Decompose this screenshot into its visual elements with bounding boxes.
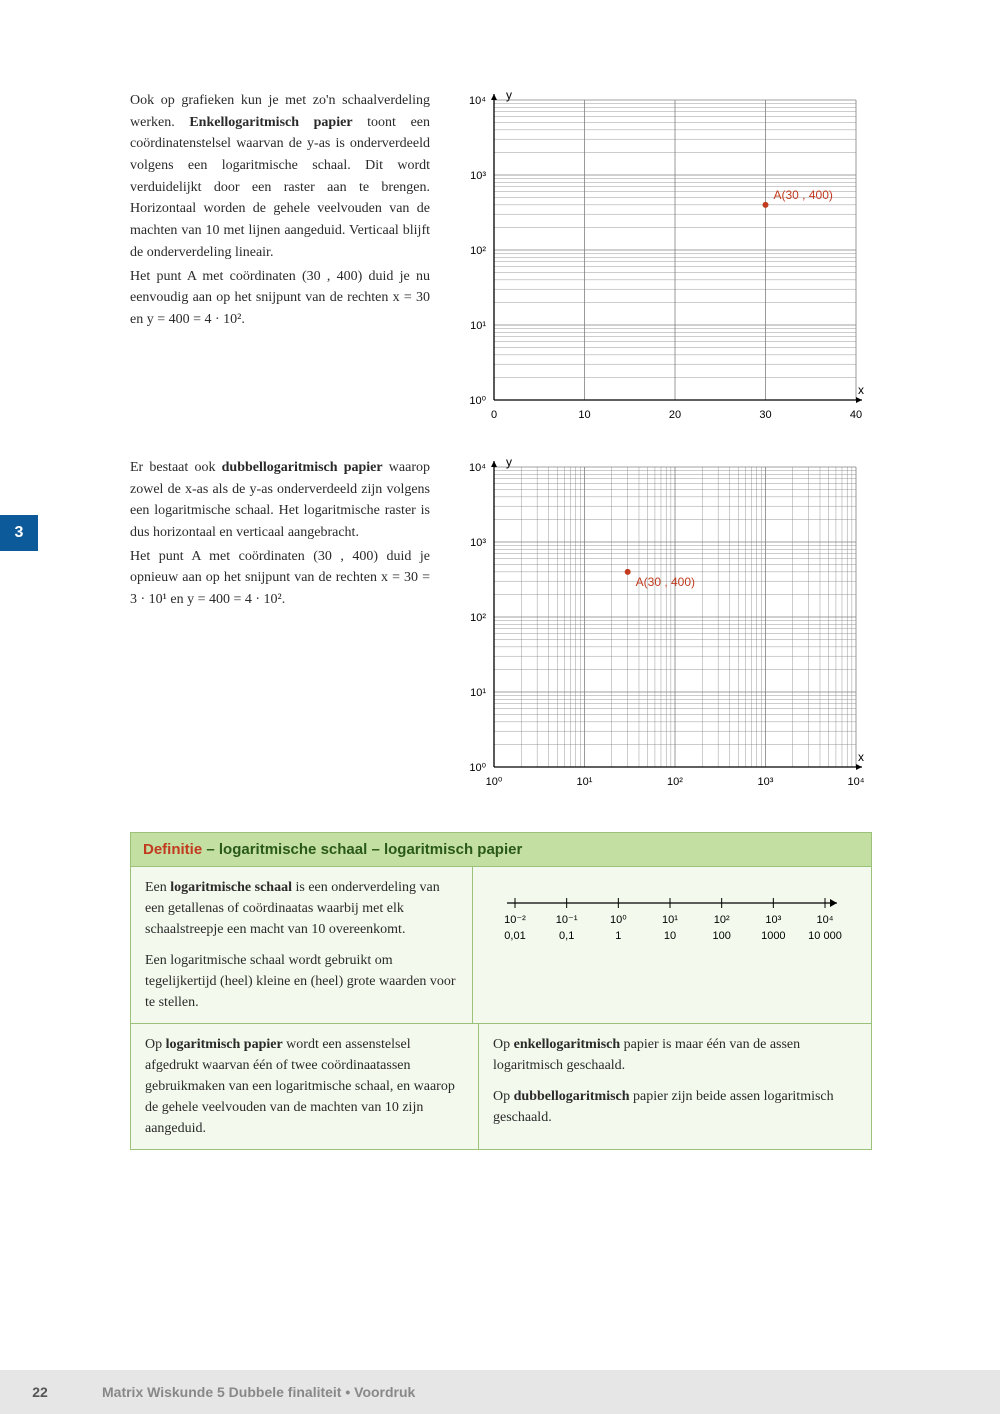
def-row-2: Op logaritmisch papier wordt een assenst… — [131, 1023, 871, 1149]
section-loglog: Er bestaat ook dubbellogaritmisch papier… — [130, 457, 960, 802]
page: 3 Ook op grafieken kun je met zo'n schaa… — [0, 0, 1000, 1414]
svg-text:y: y — [506, 90, 512, 102]
svg-text:10: 10 — [664, 930, 676, 942]
definition-body: Een logaritmische schaal is een onderver… — [131, 866, 871, 1149]
svg-text:20: 20 — [669, 409, 681, 421]
svg-text:10⁻¹: 10⁻¹ — [556, 914, 578, 926]
t1-mid: toont een coördinatenstelsel waarvan de … — [130, 115, 430, 260]
t1-p2: Het punt A met coördinaten (30 , 400) du… — [130, 266, 430, 331]
def-r2-left: Op logaritmisch papier wordt een assenst… — [131, 1024, 479, 1149]
page-footer: 22 Matrix Wiskunde 5 Dubbele finaliteit … — [0, 1370, 1000, 1414]
svg-text:0,01: 0,01 — [504, 930, 525, 942]
svg-text:40: 40 — [850, 409, 862, 421]
svg-text:0,1: 0,1 — [559, 930, 574, 942]
svg-text:1000: 1000 — [761, 930, 785, 942]
chapter-tab: 3 — [0, 515, 38, 551]
t2-bold: dubbellogaritmisch papier — [222, 460, 383, 475]
text-loglog: Er bestaat ook dubbellogaritmisch papier… — [130, 457, 430, 611]
svg-text:A(30 , 400): A(30 , 400) — [636, 575, 695, 589]
svg-text:10⁴: 10⁴ — [469, 95, 486, 107]
svg-text:10²: 10² — [714, 914, 730, 926]
svg-text:10⁰: 10⁰ — [469, 762, 486, 774]
svg-text:10⁴: 10⁴ — [469, 462, 486, 474]
chart-loglog: 10⁰ 10¹ 10² 10³ 10⁴ 10⁰ 10¹ 10² 10³ 10⁴ y x A(30 , 4… — [448, 457, 960, 802]
svg-text:100: 100 — [712, 930, 730, 942]
svg-text:10⁰: 10⁰ — [610, 914, 627, 926]
definition-header: Definitie – logaritmische schaal – logar… — [131, 833, 871, 866]
def-red: Definitie — [143, 841, 202, 858]
footer-title: Matrix Wiskunde 5 Dubbele finaliteit • V… — [102, 1384, 415, 1400]
t2-p2: Het punt A met coördinaten (30 , 400) du… — [130, 546, 430, 611]
page-number: 22 — [0, 1384, 80, 1400]
svg-text:10⁰: 10⁰ — [469, 395, 486, 407]
def-r1-left: Een logaritmische schaal is een onderver… — [131, 867, 473, 1023]
svg-text:10²: 10² — [470, 245, 486, 257]
svg-text:x: x — [858, 750, 864, 764]
svg-text:10: 10 — [578, 409, 590, 421]
def-r1-right: 10⁻² 0,01 10⁻¹ 0,1 10⁰ 1 10¹ 10 10² 100 10³ 1000 10⁴… — [473, 867, 871, 1023]
svg-text:10⁴: 10⁴ — [848, 776, 865, 788]
svg-text:10³: 10³ — [470, 537, 486, 549]
svg-text:1: 1 — [615, 930, 621, 942]
main-content: Ook op grafieken kun je met zo'n schaalv… — [130, 90, 960, 1150]
definition-box: Definitie – logaritmische schaal – logar… — [130, 832, 872, 1150]
svg-text:0: 0 — [491, 409, 497, 421]
svg-text:10³: 10³ — [765, 914, 781, 926]
chart-semilog: 0 10 20 30 40 10⁰ 10¹ 10² 10³ 10⁴ y x A(30 , 400) — [448, 90, 960, 435]
svg-text:A(30 , 400): A(30 , 400) — [774, 188, 833, 202]
def-row-1: Een logaritmische schaal is een onderver… — [131, 866, 871, 1023]
svg-text:10¹: 10¹ — [577, 776, 593, 788]
svg-text:x: x — [858, 383, 864, 397]
svg-text:10⁰: 10⁰ — [486, 776, 503, 788]
svg-text:10³: 10³ — [758, 776, 774, 788]
text-semilog: Ook op grafieken kun je met zo'n schaalv… — [130, 90, 430, 331]
svg-text:30: 30 — [759, 409, 771, 421]
t1-bold: Enkellogaritmisch papier — [189, 115, 352, 130]
svg-text:10⁴: 10⁴ — [817, 914, 834, 926]
svg-text:10²: 10² — [667, 776, 683, 788]
section-semilog: Ook op grafieken kun je met zo'n schaalv… — [130, 90, 960, 435]
svg-text:10 000: 10 000 — [808, 930, 842, 942]
svg-text:10¹: 10¹ — [470, 320, 486, 332]
def-grn: logaritmische schaal – logaritmisch papi… — [219, 841, 522, 858]
svg-text:10³: 10³ — [470, 170, 486, 182]
t2-pre: Er bestaat ook — [130, 460, 222, 475]
chapter-number: 3 — [15, 524, 24, 542]
svg-text:10⁻²: 10⁻² — [504, 914, 526, 926]
svg-text:10²: 10² — [470, 612, 486, 624]
def-r2-right: Op enkellogaritmisch papier is maar één … — [479, 1024, 871, 1149]
def-sep: – — [202, 841, 219, 858]
svg-text:10¹: 10¹ — [662, 914, 678, 926]
svg-text:10¹: 10¹ — [470, 687, 486, 699]
svg-text:y: y — [506, 457, 512, 469]
